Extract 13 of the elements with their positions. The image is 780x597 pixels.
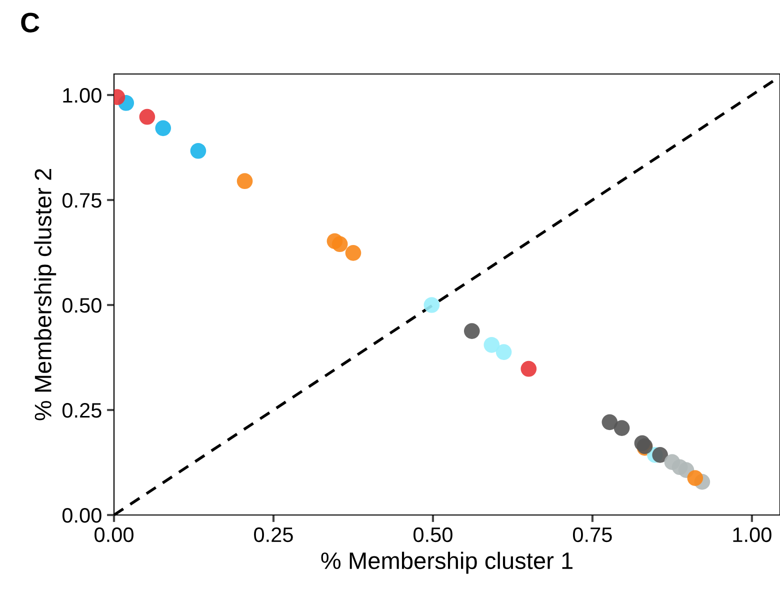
y-tick-label: 0.50 — [62, 298, 102, 313]
y-axis-title: % Membership cluster 2 — [34, 169, 56, 420]
x-tick-label: 0.00 — [94, 527, 134, 542]
y-tick-label: 0.00 — [62, 508, 102, 523]
x-tick-label: 0.75 — [572, 527, 612, 542]
x-tick-label: 1.00 — [733, 527, 772, 542]
chart-title: C — [21, 12, 40, 32]
y-tick-label: 1.00 — [63, 88, 102, 103]
x-tick-label: 0.25 — [254, 527, 293, 542]
y-tick-label: 0.25 — [62, 403, 102, 418]
x-tick-label: 0.50 — [414, 527, 452, 542]
y-tick-label: 0.75 — [62, 193, 102, 208]
x-axis-title: % Membership cluster 1 — [321, 552, 572, 574]
